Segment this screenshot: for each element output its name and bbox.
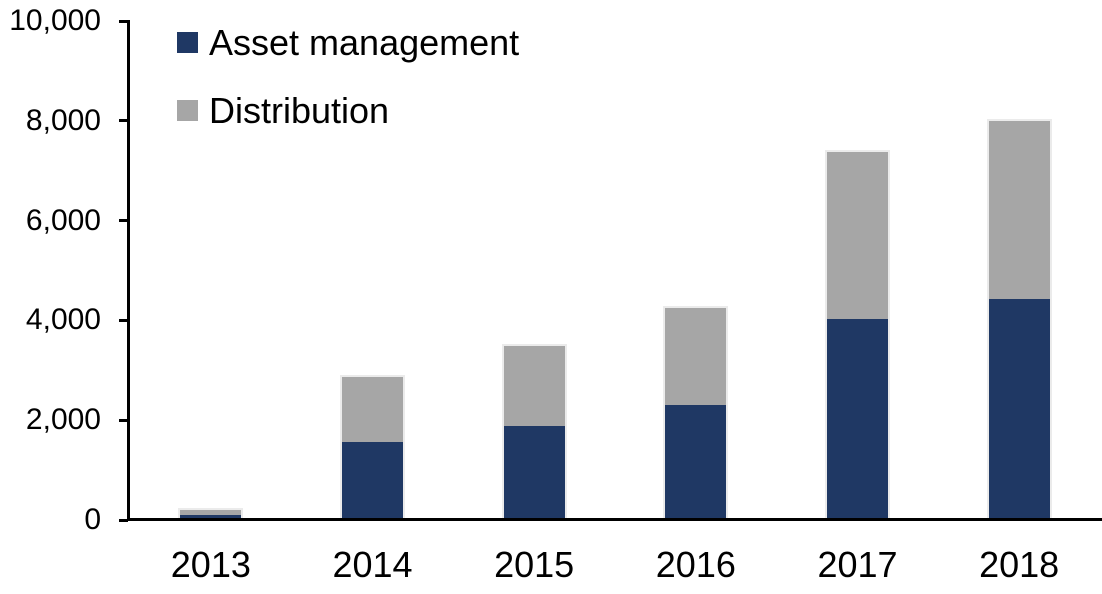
bar-segment-asset-management [988, 299, 1050, 520]
bar-segment-distribution [503, 346, 565, 426]
y-tick-mark [119, 318, 128, 322]
bar-segment-asset-management [827, 318, 888, 520]
x-axis-line [127, 518, 1102, 521]
bar-segment-distribution [827, 151, 888, 319]
y-tick-label: 0 [84, 503, 101, 536]
x-tick-label: 2017 [817, 544, 898, 585]
y-tick-mark [119, 19, 128, 23]
bar-segment-distribution [665, 308, 727, 405]
bar-2017 [825, 149, 890, 520]
bar-segment-distribution [180, 510, 242, 516]
x-tick-label: 2014 [332, 544, 413, 585]
bar-segment-asset-management [180, 515, 242, 520]
bar-segment-distribution [342, 377, 403, 442]
legend-label-asset-management: Asset management [209, 21, 520, 63]
x-tick-label: 2013 [170, 544, 251, 585]
y-tick-mark [119, 119, 128, 123]
bar-2014 [340, 375, 405, 520]
bar-2013 [178, 508, 244, 520]
y-tick-mark [119, 518, 128, 522]
bar-2015 [501, 344, 567, 520]
bar-segment-asset-management [342, 441, 403, 520]
plot-area [130, 21, 1100, 520]
y-tick-label: 10,000 [9, 4, 101, 37]
y-tick-label: 4,000 [25, 303, 101, 337]
legend-item-distribution: Distribution [177, 90, 389, 131]
y-tick-mark [119, 418, 128, 422]
x-tick-label: 2018 [979, 544, 1060, 585]
bar-segment-distribution [988, 120, 1050, 300]
legend-label-distribution: Distribution [209, 89, 390, 131]
y-tick-label: 2,000 [25, 403, 101, 437]
legend-swatch-distribution [177, 100, 198, 121]
x-tick-label: 2015 [494, 544, 575, 585]
y-tick-label: 8,000 [25, 103, 101, 137]
bar-segment-asset-management [665, 404, 727, 520]
x-tick-label: 2016 [655, 544, 736, 585]
bar-segment-asset-management [503, 425, 565, 520]
bar-2016 [663, 306, 729, 520]
legend-swatch-asset-management [177, 32, 198, 53]
y-tick-mark [119, 219, 128, 223]
y-axis-line [127, 20, 130, 521]
y-tick-label: 6,000 [25, 203, 101, 237]
legend-item-asset-management: Asset management [177, 22, 519, 63]
bar-2018 [986, 118, 1052, 520]
